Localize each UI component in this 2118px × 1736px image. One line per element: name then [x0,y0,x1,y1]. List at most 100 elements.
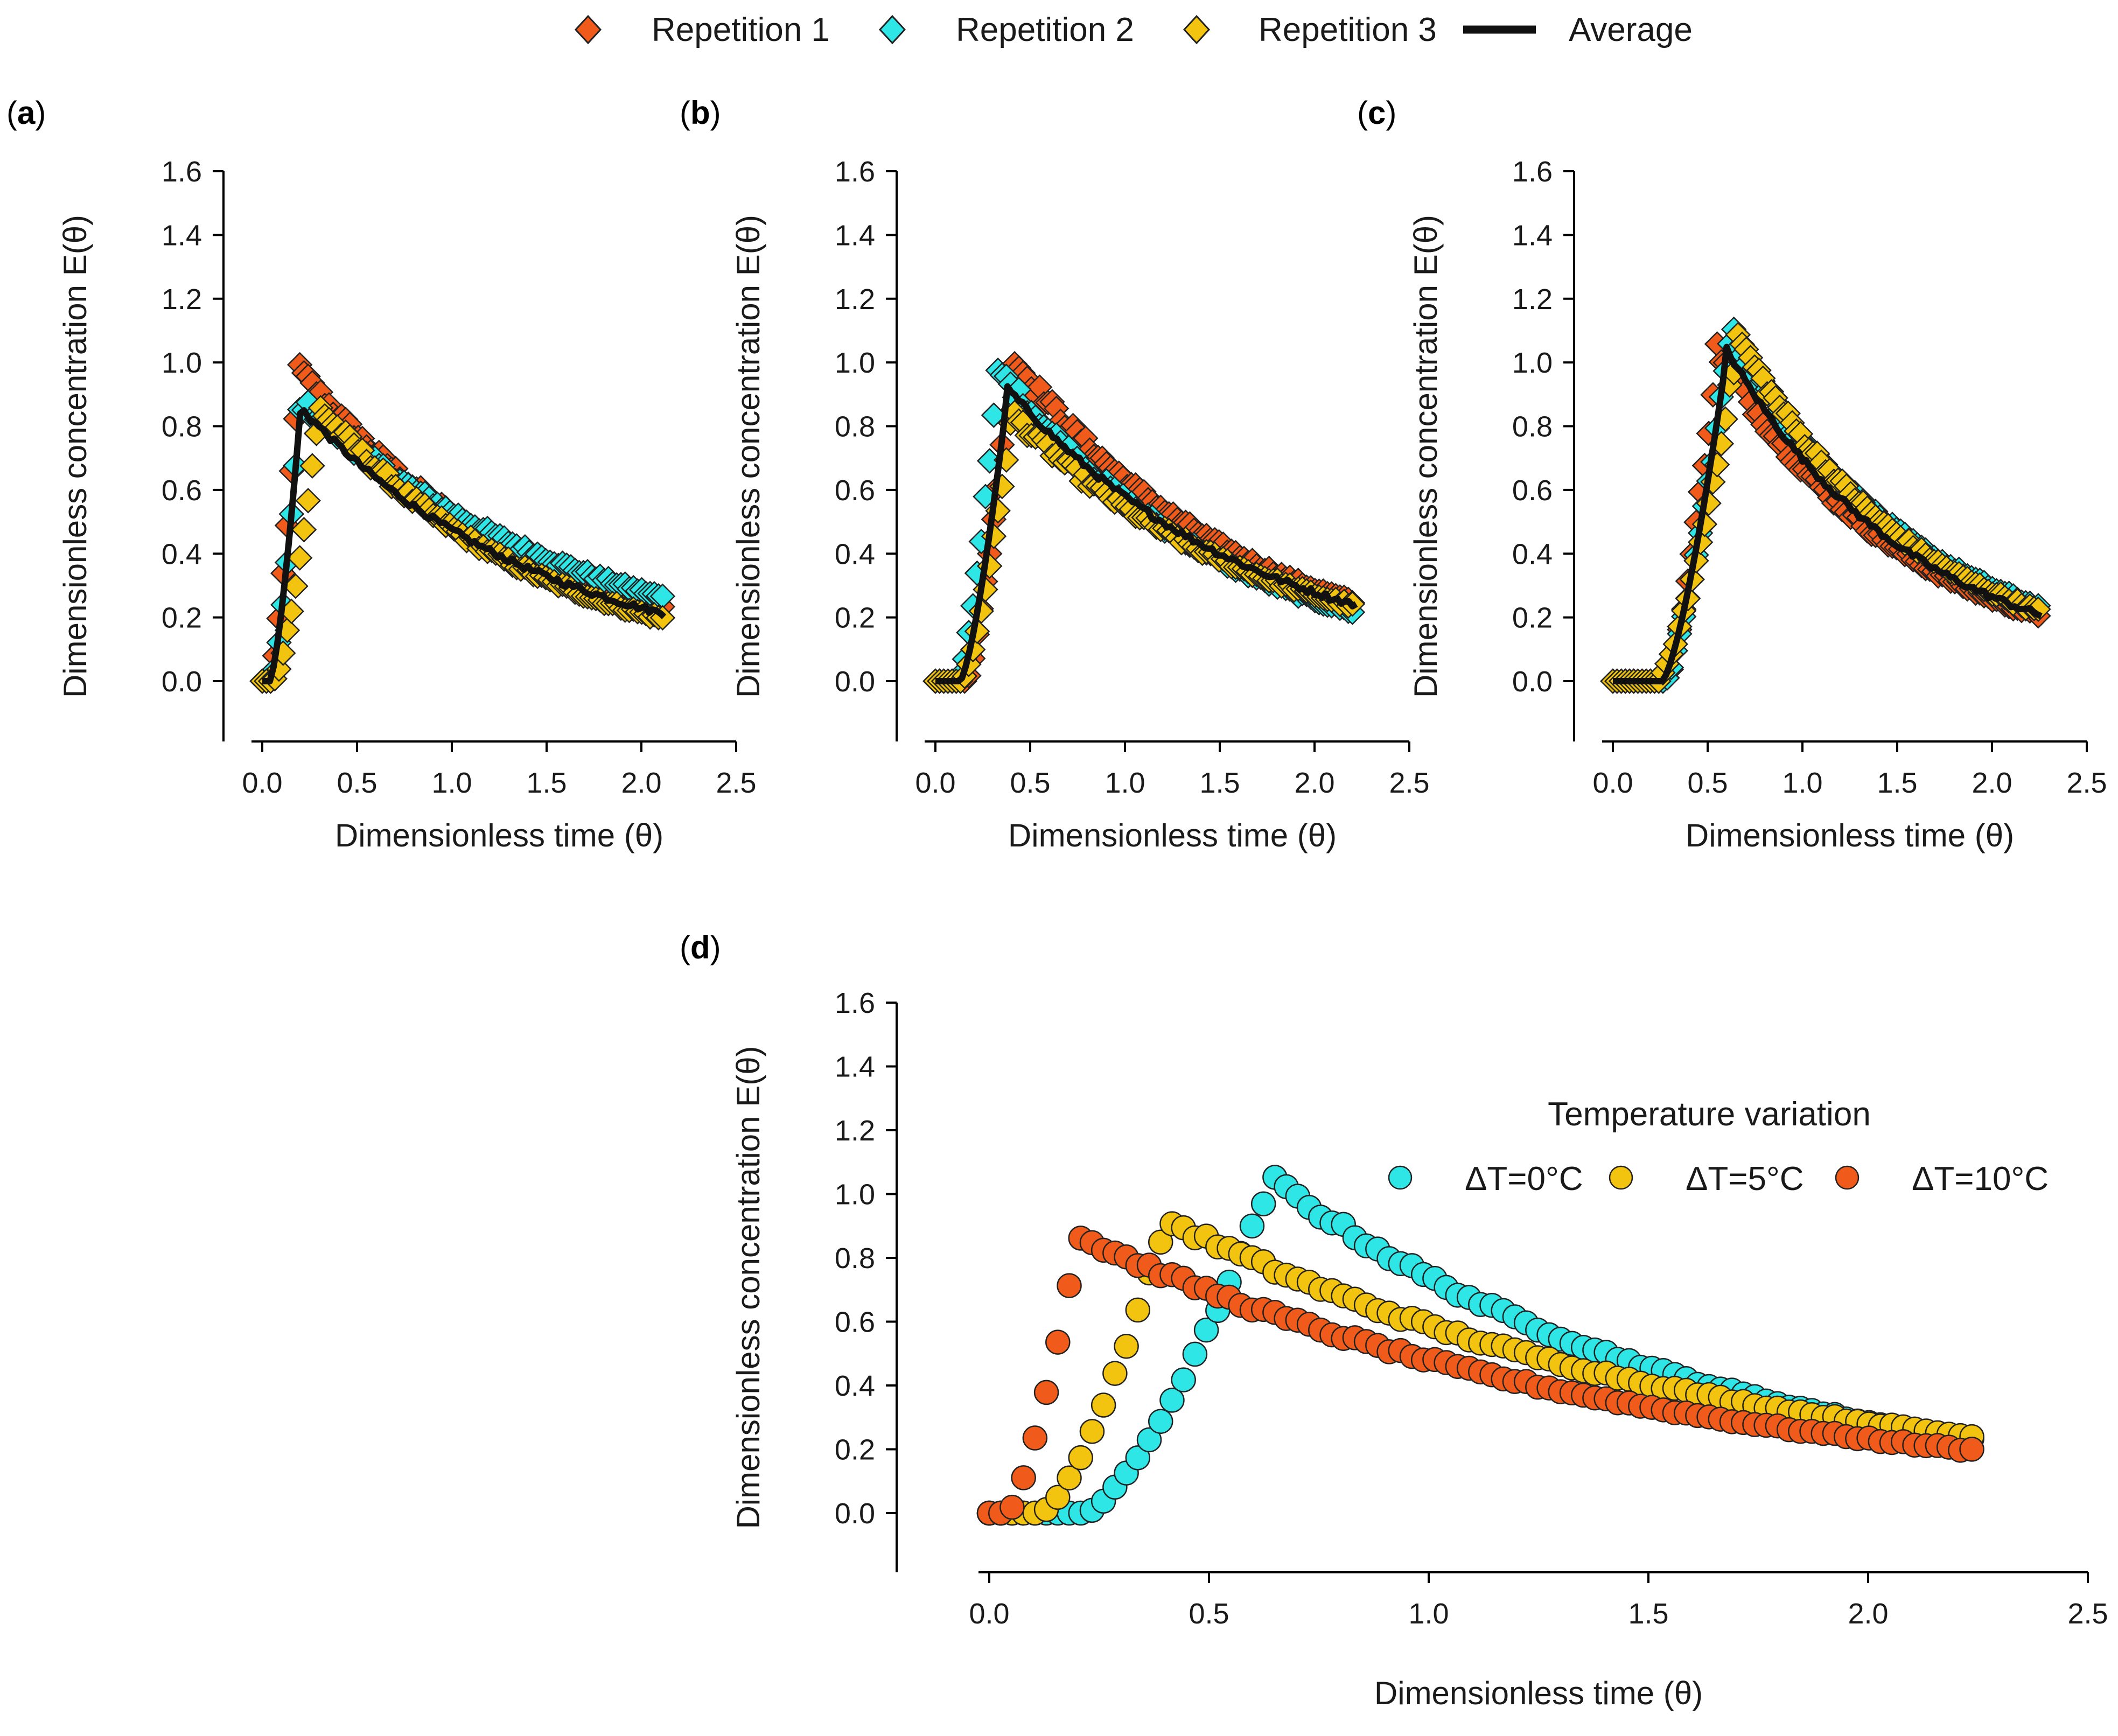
data-point [1193,1317,1219,1343]
data-point [1045,1329,1071,1355]
y-axis-title: Dimensionless concentration E(θ) [730,1046,766,1529]
x-tick-label: 2.5 [716,767,756,799]
legend-marker-rep1 [574,15,602,45]
legend-marker [1609,1165,1633,1190]
data-point [1079,1419,1105,1444]
data-point [1159,1388,1185,1413]
legend-label: ΔT=5°C [1686,1160,1804,1198]
x-tick-label: 1.0 [431,767,472,799]
y-tick-label: 0.8 [162,411,202,443]
panel-c: (c) 0.0 0.2 0.4 0.6 0.8 1.0 1.2 1.4 1.6 0.0 0.5 1.0… [1357,95,2107,853]
legend-marker-rep2 [878,15,906,45]
data-point [1959,1437,1984,1462]
x-tick-label: 2.5 [1389,767,1429,799]
legend-title: Temperature variation [1548,1096,1871,1133]
data-point [1250,1191,1276,1216]
y-axis-title: Dimensionless concentration E(θ) [730,215,766,698]
x-tick-label: 2.0 [1294,767,1334,799]
data-point [1125,1445,1151,1471]
panel-a-label: (a) [6,95,46,131]
data-point [1033,1380,1059,1405]
y-tick-label: 0.6 [835,474,875,507]
legend-marker [1835,1165,1860,1190]
data-point [1114,1333,1139,1359]
x-axis-title: Dimensionless time (θ) [1374,1675,1703,1711]
panel-d: (d) 0.0 0.2 0.4 0.6 0.8 1.0 1.2 1.4 1.6 0.0 0.5 1.0… [680,929,2108,1711]
y-tick-label: 1.6 [835,156,875,188]
legend-rep1: Repetition 1 [574,11,830,48]
data-point [1136,1427,1162,1453]
panel-a: (a) 0.0 0.2 0.4 0.6 0.8 1.0 1.2 1.4 1.6 0.0 0.5 1.0… [6,95,757,853]
y-tick-label: 0.0 [1512,666,1553,698]
average-line [1613,344,2043,684]
y-tick-label: 0.6 [162,474,202,507]
y-tick-label: 1.2 [835,1115,875,1147]
data-point [286,545,313,571]
y-tick-label: 0.4 [835,1370,875,1402]
y-tick-label: 0.4 [162,538,202,570]
data-point [1102,1361,1128,1386]
x-axis-title: Dimensionless time (θ) [1008,817,1337,853]
x-tick-label: 0.5 [1687,767,1728,799]
x-tick-label: 0.0 [969,1598,1009,1630]
y-tick-label: 0.0 [162,666,202,698]
y-tick-label: 1.4 [835,219,875,251]
legend-marker-rep3 [1183,15,1211,45]
legend-label-average: Average [1569,11,1693,48]
x-tick-label: 0.5 [337,767,377,799]
x-tick-label: 2.0 [1848,1598,1888,1630]
y-tick-label: 1.2 [1512,283,1553,316]
data-point [1091,1392,1116,1418]
data-point [1148,1229,1173,1255]
y-tick-label: 1.6 [162,156,202,188]
panel-d-label: (d) [680,929,721,965]
y-tick-label: 0.2 [162,602,202,634]
legend-label: ΔT=10°C [1912,1160,2049,1198]
y-tick-label: 1.2 [835,283,875,316]
x-axis-title: Dimensionless time (θ) [335,817,663,853]
y-tick-label: 1.0 [1512,347,1553,379]
data-point [299,453,325,479]
data-point [1148,1409,1173,1434]
y-tick-label: 0.6 [835,1306,875,1339]
x-tick-label: 1.0 [1105,767,1145,799]
y-tick-label: 1.0 [162,347,202,379]
data-point [1171,1367,1196,1392]
x-tick-label: 2.0 [1972,767,2012,799]
data-point [1045,1485,1071,1510]
y-tick-label: 0.0 [835,1497,875,1530]
data-point [1057,1273,1082,1298]
average-line [262,407,667,684]
x-tick-label: 2.0 [621,767,661,799]
panel-b: (b) 0.0 0.2 0.4 0.6 0.8 1.0 1.2 1.4 1.6 0.0 0.5 1.0… [680,95,1430,853]
y-tick-label: 0.8 [1512,411,1553,443]
y-tick-label: 0.4 [1512,538,1553,570]
panel-c-marks [1600,316,2051,694]
data-point [1239,1213,1265,1239]
x-tick-label: 0.0 [242,767,282,799]
y-tick-label: 1.4 [835,1051,875,1083]
legend-label-rep2: Repetition 2 [956,11,1134,48]
x-tick-label: 1.5 [1628,1598,1668,1630]
x-tick-label: 0.0 [1592,767,1633,799]
panel-d-axes: 0.0 0.2 0.4 0.6 0.8 1.0 1.2 1.4 1.6 0.0 0.5 1.0 1.5 2… [730,987,2108,1711]
y-tick-label: 1.4 [1512,219,1553,251]
x-tick-label: 1.5 [1199,767,1240,799]
x-tick-label: 1.5 [526,767,567,799]
data-point [1022,1425,1048,1451]
panel-d-legend: Temperature variation ΔT=0°C ΔT=5°C ΔT=10°C [1388,1096,2049,1198]
x-tick-label: 0.0 [915,767,955,799]
x-axis-title: Dimensionless time (θ) [1686,817,2014,853]
legend-average: Average [1463,11,1693,48]
panel-b-marks [922,351,1366,694]
y-tick-label: 0.6 [1512,474,1553,507]
legend-rep2: Repetition 2 [878,11,1134,48]
legend-label: ΔT=0°C [1465,1160,1583,1198]
data-point [291,516,317,543]
data-point [1011,1465,1036,1490]
panel-b-label: (b) [680,95,721,131]
y-tick-label: 1.2 [162,283,202,316]
y-tick-label: 0.4 [835,538,875,570]
legend-marker [1388,1165,1413,1190]
y-tick-label: 0.0 [835,666,875,698]
